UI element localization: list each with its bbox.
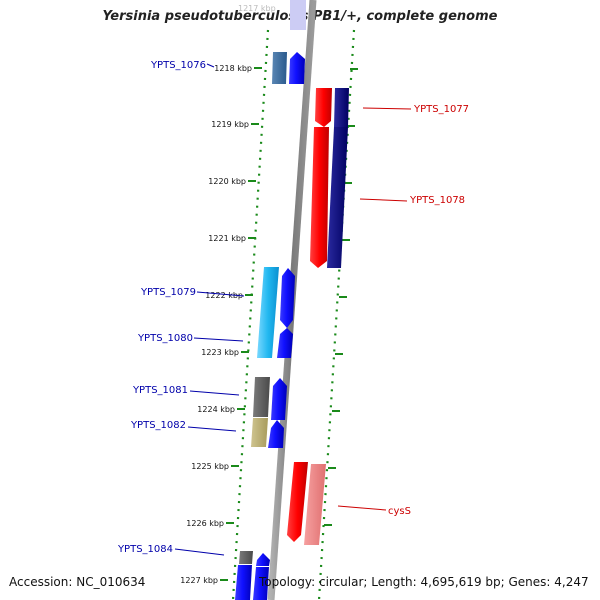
gene-arrow-ypts-1084-lower [253,567,269,600]
gene-block-ypts-1077 [315,88,332,127]
accession-text: Accession: NC_010634 [9,575,146,589]
leader-line [193,337,244,342]
gene-ypts-1077[interactable]: YPTS_1077 [315,88,469,127]
genome-summary-text: Topology: circular; Length: 4,695,619 bp… [259,575,589,589]
gene-label-ypts-1081: YPTS_1081 [132,385,188,396]
gene-label-ypts-1079: YPTS_1079 [140,287,196,298]
gene-arrow-ypts-1080 [277,328,293,358]
gene-block-ypts-1077-navy [334,88,349,127]
tick-label-1225: 1225 kbp [191,462,229,471]
gene-block-ypts-1081 [253,377,270,417]
axis-ticks: 1218 kbp 1219 kbp 1220 kbp 1221 kbp 1222… [180,64,358,585]
gene-block-ypts-1078 [310,127,329,268]
leader-line [187,426,237,432]
leader-line [337,505,387,511]
tick-label-1227: 1227 kbp [180,576,218,585]
gene-arrow-ypts-1082 [268,420,284,448]
gene-block-ypts-1079 [257,267,279,358]
gene-ypts-1084[interactable]: YPTS_1084 [117,544,270,600]
tick-label-1220: 1220 kbp [208,177,246,186]
leader-line [174,548,225,556]
tick-label-1223: 1223 kbp [201,348,239,357]
gene-block-ypts-1076 [272,52,287,84]
gene-label-cyss: cysS [388,506,411,517]
gene-ypts-1080[interactable]: YPTS_1080 [137,328,293,358]
gene-block-ypts-1084-lower [235,565,252,600]
gene-label-ypts-1082: YPTS_1082 [130,420,186,431]
gene-arrow-ypts-1079 [280,268,295,328]
leader-line [206,63,215,68]
leader-line [359,198,408,202]
tick-label-1224: 1224 kbp [197,405,235,414]
tick-label-1226: 1226 kbp [186,519,224,528]
gene-block-cyss-pink [304,464,326,545]
gene-arrow-ypts-1081 [271,378,287,420]
tick-label-1222: 1222 kbp [205,291,243,300]
gene-label-ypts-1078: YPTS_1078 [409,195,465,206]
tick-label-1218: 1218 kbp [214,64,252,73]
gene-ypts-1081[interactable]: YPTS_1081 [132,377,287,420]
gene-label-ypts-1084: YPTS_1084 [117,544,173,555]
tick-label-1219: 1219 kbp [211,120,249,129]
gene-block-ypts-1084 [239,551,253,564]
gene-block-cyss [287,462,308,542]
gene-ypts-1078[interactable]: YPTS_1078 [310,127,465,268]
tick-label-1217: 1217 kbp [238,4,276,13]
leader-line [189,390,240,396]
gene-label-ypts-1076: YPTS_1076 [150,60,206,71]
gene-block-ypts-1078-navy [327,127,348,268]
gene-arrow-ypts-1084 [256,553,270,566]
gene-cyss[interactable]: cysS [287,462,411,545]
gene-arrow-ypts-1076 [289,52,305,84]
gene-ypts-1082[interactable]: YPTS_1082 [130,418,284,448]
top-faded-block [290,0,306,30]
gene-label-ypts-1080: YPTS_1080 [137,333,193,344]
gene-ypts-1076[interactable]: YPTS_1076 [150,52,305,84]
tick-label-1221: 1221 kbp [208,234,246,243]
leader-line [196,291,245,297]
gene-block-ypts-1082 [251,418,268,447]
gene-ypts-1079[interactable]: YPTS_1079 [140,267,295,358]
gene-label-ypts-1077: YPTS_1077 [413,104,469,115]
leader-line [362,107,412,110]
